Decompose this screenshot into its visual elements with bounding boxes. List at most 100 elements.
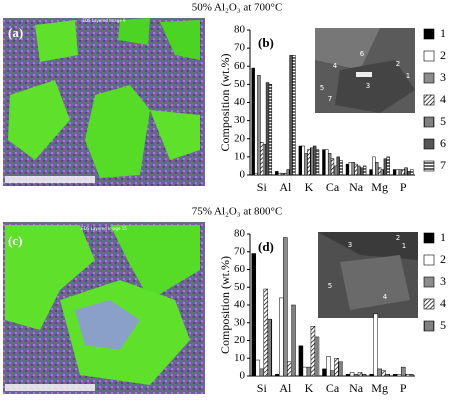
x-tick-label: Ca xyxy=(326,381,340,395)
legend-swatch xyxy=(423,254,435,266)
bar xyxy=(277,172,282,176)
x-tick-label: Ca xyxy=(326,180,340,194)
bar xyxy=(291,304,296,377)
bar xyxy=(373,313,378,377)
bar xyxy=(404,167,408,176)
bar xyxy=(268,84,273,176)
panel-label: (d) xyxy=(258,239,274,254)
bar xyxy=(259,368,265,377)
legend-swatch xyxy=(423,232,435,244)
x-tick-label: Al xyxy=(279,381,292,395)
bar xyxy=(392,169,397,176)
y-tick-label: 60 xyxy=(234,60,246,72)
legend-label: 1 xyxy=(440,230,446,244)
bar xyxy=(275,373,280,377)
legend-swatch xyxy=(423,50,435,62)
bar xyxy=(298,145,303,176)
bar xyxy=(306,366,312,377)
y-tick-label: 80 xyxy=(234,228,246,240)
figure-title: 75% Al₂O₃ at 800°C xyxy=(192,206,283,218)
x-tick-label: Al xyxy=(279,180,292,194)
x-tick-label: Na xyxy=(349,381,364,395)
eds-image xyxy=(3,18,205,186)
bar xyxy=(310,147,314,176)
legend-swatch xyxy=(423,320,435,332)
bar xyxy=(254,172,258,176)
panel-label: (c) xyxy=(8,233,22,248)
bar xyxy=(338,361,343,377)
bar xyxy=(315,149,320,176)
bar xyxy=(349,372,355,377)
legend-label: 4 xyxy=(440,92,446,106)
bar xyxy=(345,373,351,377)
inset-label: 4 xyxy=(383,293,388,301)
x-tick-label: Mg xyxy=(371,381,388,395)
bar xyxy=(357,372,363,377)
x-tick-label: P xyxy=(400,381,407,395)
bar xyxy=(336,156,340,176)
bar xyxy=(262,143,267,176)
bar xyxy=(400,366,406,377)
bar xyxy=(407,171,411,176)
bar xyxy=(377,167,382,176)
bar xyxy=(362,165,367,176)
bar xyxy=(279,297,284,377)
legend-swatch xyxy=(423,160,435,172)
bar xyxy=(392,373,398,377)
legend-swatch xyxy=(423,298,435,310)
y-tick-label: 10 xyxy=(234,352,246,364)
bar xyxy=(386,156,390,176)
bar xyxy=(322,368,327,377)
legend-label: 3 xyxy=(440,70,446,84)
legend-label: 6 xyxy=(440,136,446,150)
image-caption: EDS Layered Image 9 xyxy=(82,18,126,23)
bar xyxy=(251,253,257,377)
legend-swatch xyxy=(423,28,435,40)
bar xyxy=(314,336,320,377)
bar xyxy=(357,165,361,176)
inset-label: 5 xyxy=(320,84,324,92)
legend-label: 5 xyxy=(440,318,446,332)
figure-title: 50% Al₂O₃ at 700°C xyxy=(192,2,283,14)
bar xyxy=(283,172,288,176)
bar xyxy=(348,162,353,176)
y-tick-label: 0 xyxy=(240,169,246,181)
bar xyxy=(302,366,308,377)
bar xyxy=(301,145,305,176)
legend-label: 4 xyxy=(440,296,446,310)
legend-label: 7 xyxy=(440,158,446,172)
sem-image xyxy=(318,232,418,318)
bar xyxy=(354,163,358,176)
inset-label: 2 xyxy=(396,234,400,242)
bar xyxy=(310,326,316,377)
bar xyxy=(410,169,414,176)
bar xyxy=(267,318,273,377)
bar xyxy=(307,149,311,176)
y-tick-label: 20 xyxy=(234,334,246,346)
legend-label: 2 xyxy=(440,252,446,266)
bar xyxy=(398,169,403,176)
x-tick-label: Na xyxy=(349,180,364,194)
bar xyxy=(325,149,329,176)
image-caption: EDS Layered Image 15 xyxy=(81,226,127,231)
bar xyxy=(251,67,255,176)
bar xyxy=(304,153,308,176)
bar xyxy=(322,149,326,176)
bar xyxy=(369,373,374,377)
bar xyxy=(298,345,304,377)
y-tick-label: 0 xyxy=(240,370,246,382)
y-tick-label: 70 xyxy=(234,42,246,54)
bar xyxy=(326,356,331,377)
inset-label: 4 xyxy=(333,62,338,70)
bar xyxy=(287,361,292,377)
x-tick-label: K xyxy=(305,180,314,194)
bar xyxy=(339,160,343,176)
x-tick-label: Mg xyxy=(371,180,388,194)
bar xyxy=(383,158,388,176)
bar xyxy=(404,373,410,377)
y-tick-label: 10 xyxy=(234,150,246,162)
bar xyxy=(327,153,332,176)
bar xyxy=(345,163,350,176)
legend-swatch xyxy=(423,138,435,150)
bar xyxy=(330,158,335,176)
